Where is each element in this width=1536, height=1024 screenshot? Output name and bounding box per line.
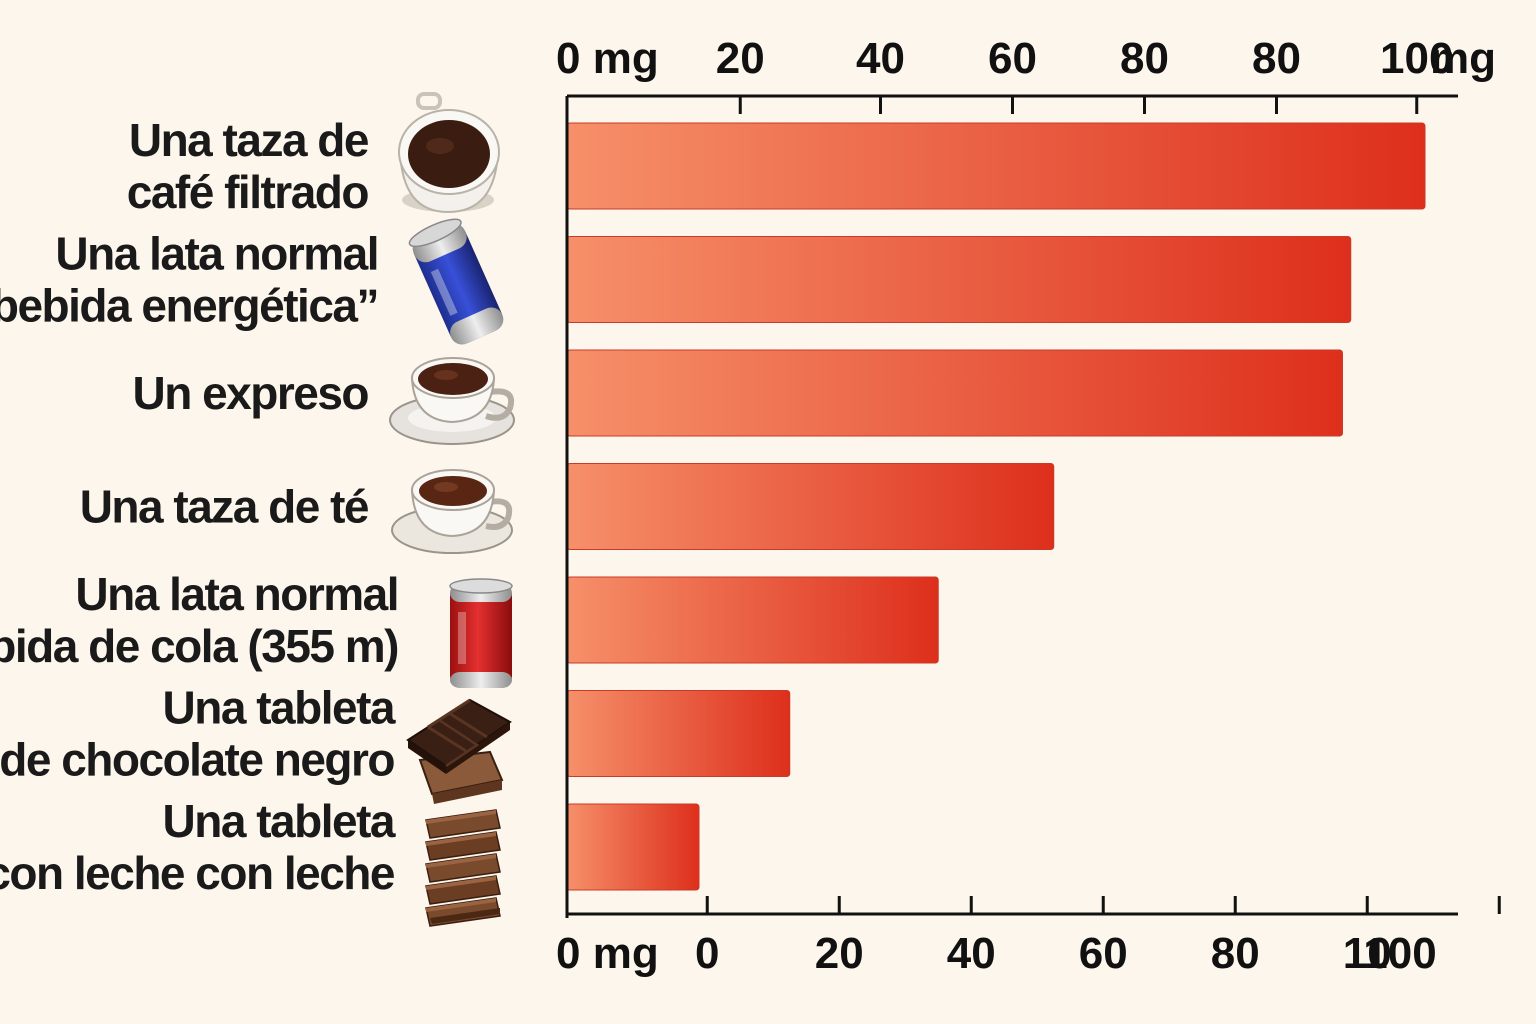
category-label-1: Una lata normal “bebida energética” (0, 228, 378, 332)
bottom-tick-label-0: 0 mg (556, 929, 659, 978)
bottom-tick-label-3: 40 (947, 929, 996, 978)
top-tick-label-3: 60 (988, 34, 1037, 83)
bottom-tick-label-1: 0 (695, 929, 719, 978)
energy-drink-can-icon (408, 218, 504, 345)
top-tick-label-5: 80 (1252, 34, 1301, 83)
top-tick-label-7: mg (1430, 34, 1496, 83)
bar-4 (566, 576, 939, 664)
bar-1 (566, 236, 1352, 323)
coffee-cup-icon (398, 92, 500, 214)
category-label-5: Una tableta de chocolate negro (0, 682, 396, 786)
bottom-tick-label-6: 10 (1343, 929, 1392, 978)
top-tick-label-0: 0 mg (556, 34, 659, 83)
bar-5 (566, 690, 791, 777)
bar-6 (566, 803, 700, 891)
top-tick-label-4: 80 (1120, 34, 1169, 83)
category-label-0: Una taza de café filtrado (127, 114, 369, 218)
category-label-6: Una tableta con leche con leche (0, 795, 396, 899)
milk-chocolate-icon (425, 809, 501, 927)
bar-2 (566, 349, 1343, 437)
top-tick-label-1: 20 (716, 34, 765, 83)
espresso-cup-icon (389, 357, 515, 445)
category-label-2: Un expreso (132, 367, 368, 419)
dark-chocolate-icon (406, 698, 512, 804)
bottom-tick-label-7: 100 (1363, 929, 1436, 978)
category-label-4: Una lata normalde bebida de cola (355 m) (0, 568, 398, 672)
category-label-3: Una taza de té (80, 481, 369, 533)
top-tick-label-6: 100 (1380, 34, 1453, 83)
bottom-tick-label-4: 60 (1079, 929, 1128, 978)
bottom-tick-label-5: 80 (1211, 929, 1260, 978)
bar-0 (566, 122, 1426, 210)
top-tick-label-2: 40 (856, 34, 905, 83)
tea-cup-icon (391, 469, 513, 554)
cola-can-icon (449, 578, 513, 688)
bottom-tick-label-2: 20 (815, 929, 864, 978)
bar-3 (566, 463, 1055, 550)
